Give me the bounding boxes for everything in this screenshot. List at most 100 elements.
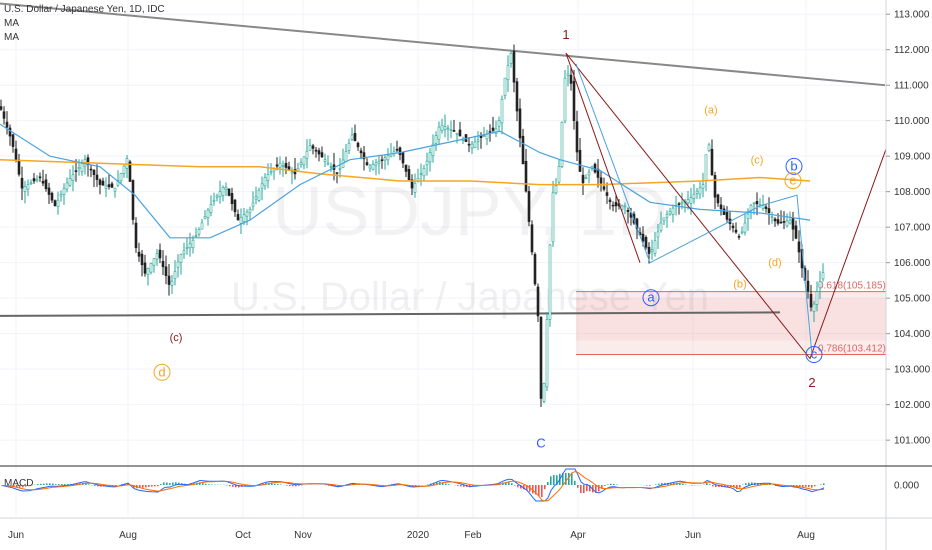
candle-body bbox=[326, 162, 330, 165]
candle-body bbox=[308, 145, 312, 151]
candle-body bbox=[5, 121, 9, 128]
candle-body bbox=[17, 159, 21, 175]
macd-histogram-bar bbox=[748, 482, 750, 485]
macd-histogram-bar bbox=[517, 485, 519, 488]
candle-body bbox=[299, 162, 303, 166]
candle-body bbox=[425, 160, 429, 166]
macd-histogram-bar bbox=[472, 485, 474, 487]
trendline-lower bbox=[0, 311, 781, 317]
x-tick-label: Aug bbox=[119, 530, 137, 541]
macd-histogram-bar bbox=[115, 485, 117, 486]
candle-body bbox=[716, 194, 720, 204]
macd-histogram-bar bbox=[646, 485, 648, 486]
candle-body bbox=[71, 174, 75, 181]
macd-histogram-bar bbox=[523, 485, 525, 490]
candle-body bbox=[173, 271, 177, 279]
candle-body bbox=[665, 214, 669, 218]
candle-body bbox=[554, 185, 558, 194]
macd-histogram-bar bbox=[235, 485, 237, 488]
candle-body bbox=[20, 177, 24, 189]
macd-histogram-bar bbox=[571, 473, 573, 485]
candle-body bbox=[32, 178, 36, 182]
candle-body bbox=[782, 221, 786, 223]
x-tick-label: Aug bbox=[797, 530, 815, 541]
candle-body bbox=[815, 291, 819, 305]
macd-histogram-bar bbox=[538, 485, 540, 496]
candle-body bbox=[431, 143, 435, 156]
wave-label: (a) bbox=[704, 105, 717, 117]
macd-histogram-bar bbox=[139, 485, 141, 488]
candle-body bbox=[62, 188, 66, 195]
candle-body bbox=[368, 165, 372, 169]
macd-histogram-bar bbox=[811, 485, 813, 488]
candle-body bbox=[140, 253, 144, 266]
candle-body bbox=[578, 149, 582, 172]
macd-histogram-bar bbox=[106, 485, 108, 487]
candle-body bbox=[731, 225, 735, 229]
macd-histogram-bar bbox=[1, 485, 3, 486]
candle-body bbox=[575, 121, 579, 153]
macd-histogram-bar bbox=[556, 475, 558, 485]
candle-body bbox=[59, 194, 63, 197]
candle-body bbox=[347, 142, 351, 151]
candle-body bbox=[323, 159, 327, 162]
candle-body bbox=[428, 152, 432, 163]
macd-histogram-bar bbox=[610, 483, 612, 485]
candle-body bbox=[767, 208, 771, 214]
candle-body bbox=[713, 175, 717, 198]
macd-histogram-bar bbox=[529, 485, 531, 492]
candle-body bbox=[788, 219, 792, 224]
candle-body bbox=[491, 127, 495, 131]
candle-body bbox=[776, 219, 780, 224]
candle-body bbox=[443, 126, 447, 130]
wave-label: a bbox=[647, 290, 655, 305]
y-tick-label: 106.000 bbox=[894, 258, 931, 269]
candle-body bbox=[278, 162, 282, 168]
macd-histogram-bar bbox=[16, 485, 18, 488]
candle-body bbox=[515, 81, 519, 112]
candle-body bbox=[806, 280, 810, 292]
wave-label: (d) bbox=[768, 257, 781, 269]
candle-body bbox=[356, 142, 360, 148]
candle-body bbox=[164, 266, 168, 276]
macd-histogram-bar bbox=[145, 485, 147, 488]
candle-body bbox=[644, 237, 648, 248]
candle-body bbox=[710, 148, 714, 176]
macd-histogram-bar bbox=[805, 485, 807, 487]
legend-ma-1[interactable]: MA bbox=[4, 18, 19, 29]
candle-body bbox=[353, 132, 357, 142]
candle-body bbox=[35, 178, 39, 181]
candle-body bbox=[26, 184, 30, 190]
wave-label-circle bbox=[784, 172, 802, 190]
candle-body bbox=[227, 188, 231, 196]
macd-histogram-bar bbox=[601, 485, 603, 489]
y-tick-label: 103.000 bbox=[894, 365, 931, 376]
macd-histogram-bar bbox=[67, 484, 69, 485]
macd-histogram-bar bbox=[289, 485, 291, 487]
wave-label: 1 bbox=[562, 27, 569, 42]
candle-body bbox=[608, 199, 612, 203]
candle-body bbox=[209, 204, 213, 213]
macd-histogram-bar bbox=[511, 483, 513, 485]
candle-body bbox=[320, 152, 324, 158]
macd-histogram-bar bbox=[514, 485, 516, 486]
macd-histogram-bar bbox=[769, 484, 771, 485]
candle-body bbox=[539, 317, 543, 399]
candle-body bbox=[14, 148, 18, 161]
macd-histogram-bar bbox=[52, 483, 54, 485]
macd-histogram-bar bbox=[739, 485, 741, 488]
candle-body bbox=[404, 164, 408, 172]
wave-label: d bbox=[158, 364, 165, 379]
candle-body bbox=[653, 240, 657, 254]
candle-body bbox=[551, 192, 555, 243]
candle-body bbox=[395, 148, 399, 151]
macd-histogram-bar bbox=[25, 485, 27, 487]
candle-body bbox=[755, 201, 759, 205]
legend-ma-2[interactable]: MA bbox=[4, 32, 19, 43]
macd-histogram-bar bbox=[208, 484, 210, 485]
macd-histogram-bar bbox=[793, 485, 795, 486]
candle-body bbox=[158, 249, 162, 259]
candle-body bbox=[599, 177, 603, 184]
candle-body bbox=[821, 272, 825, 280]
